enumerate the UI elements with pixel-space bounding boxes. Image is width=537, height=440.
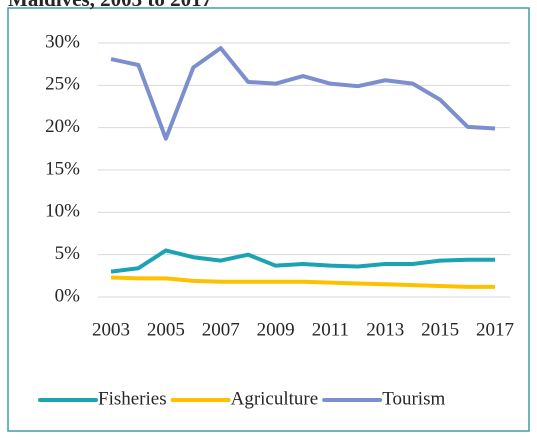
legend-label: Tourism (382, 388, 445, 409)
y-tick-label: 5% (55, 243, 81, 264)
x-tick-label: 2013 (366, 319, 404, 340)
legend-label: Agriculture (231, 388, 319, 409)
x-tick-label: 2003 (92, 319, 130, 340)
legend-label: Fisheries (98, 388, 167, 409)
x-tick-label: 2007 (202, 319, 240, 340)
y-tick-label: 10% (45, 201, 80, 222)
x-tick-label: 2011 (312, 319, 349, 340)
series-line (110, 248, 495, 274)
chart-frame (7, 7, 530, 432)
y-tick-label: 0% (55, 285, 81, 306)
x-tick-label: 2009 (257, 319, 295, 340)
y-tick-label: 25% (45, 74, 80, 95)
y-tick-label: 20% (45, 116, 80, 137)
y-tick-label: 15% (45, 158, 80, 179)
chart-title: Maldives, 2003 to 2017 (8, 0, 212, 11)
series-line (110, 46, 496, 141)
x-tick-label: 2005 (147, 319, 185, 340)
series-line (110, 275, 495, 289)
x-tick-label: 2017 (476, 319, 514, 340)
y-tick-label: 30% (45, 31, 80, 52)
x-tick-label: 2015 (421, 319, 459, 340)
